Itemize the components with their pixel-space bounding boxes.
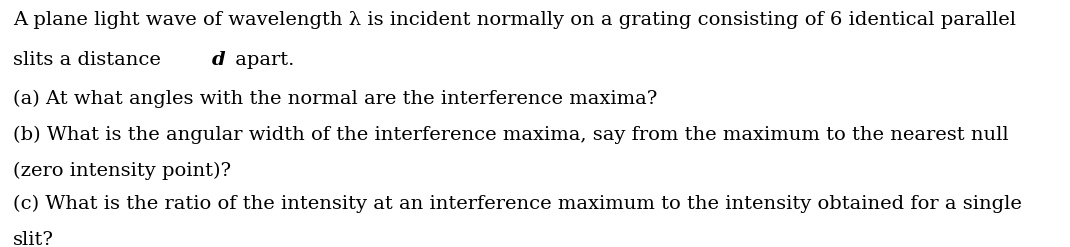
- Text: slit?: slit?: [13, 231, 54, 247]
- Text: (a) At what angles with the normal are the interference maxima?: (a) At what angles with the normal are t…: [13, 90, 657, 108]
- Text: d: d: [212, 51, 226, 69]
- Text: (zero intensity point)?: (zero intensity point)?: [13, 162, 231, 180]
- Text: (c) What is the ratio of the intensity at an interference maximum to the intensi: (c) What is the ratio of the intensity a…: [13, 195, 1022, 213]
- Text: (b) What is the angular width of the interference maxima, say from the maximum t: (b) What is the angular width of the int…: [13, 126, 1008, 144]
- Text: apart.: apart.: [229, 51, 294, 69]
- Text: slits a distance: slits a distance: [13, 51, 167, 69]
- Text: A plane light wave of wavelength λ is incident normally on a grating consisting : A plane light wave of wavelength λ is in…: [13, 11, 1015, 29]
